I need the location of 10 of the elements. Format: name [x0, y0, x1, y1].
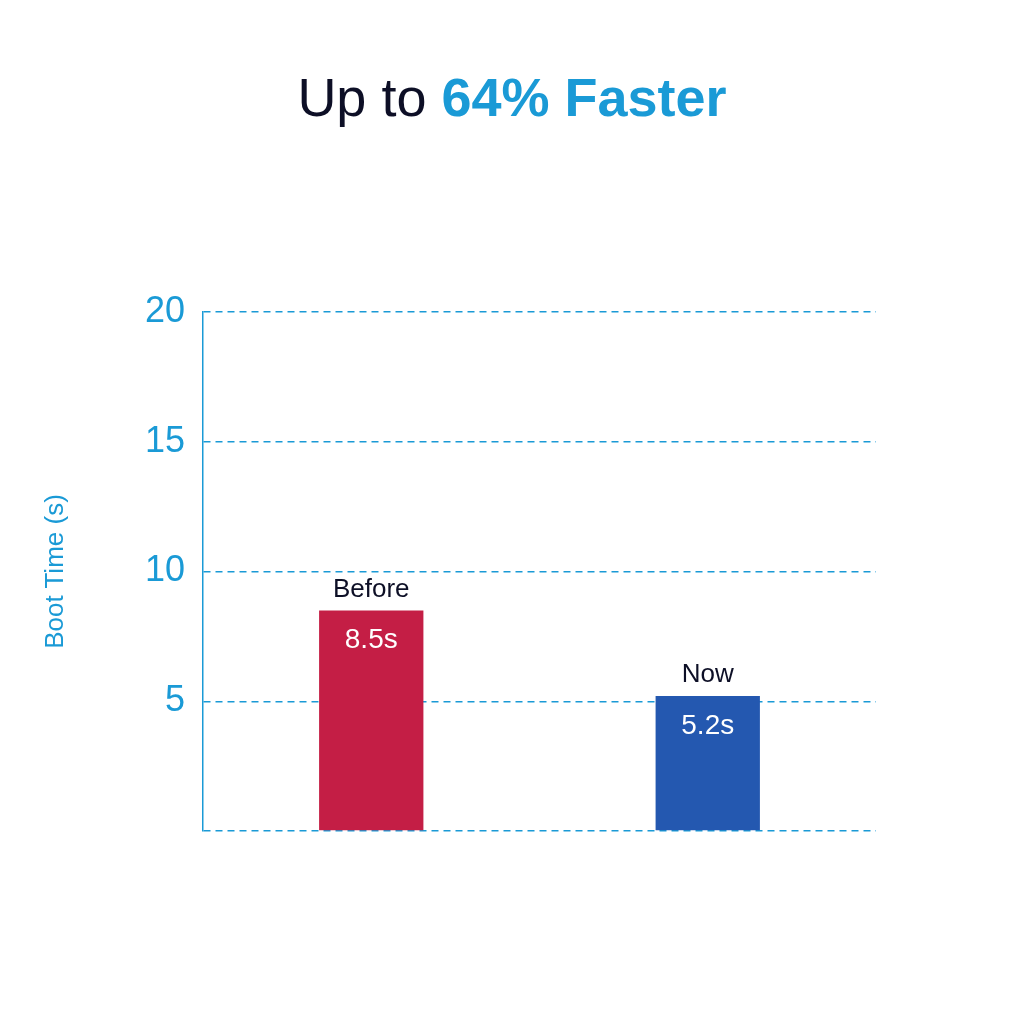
data-label: 8.5s [344, 623, 398, 655]
y-tick-label: 15 [144, 418, 185, 460]
y-tick-label: 20 [144, 288, 185, 330]
x-tick-label: Now [681, 658, 734, 689]
chart-title: Up to 64% Faster [297, 67, 727, 127]
x-tick-label: Before [332, 572, 410, 603]
data-label: 5.2s [681, 708, 735, 740]
y-tick-label: 10 [144, 548, 185, 590]
y-tick-label: 5 [164, 678, 185, 720]
y-axis-title: Boot Time (s) [38, 494, 69, 649]
